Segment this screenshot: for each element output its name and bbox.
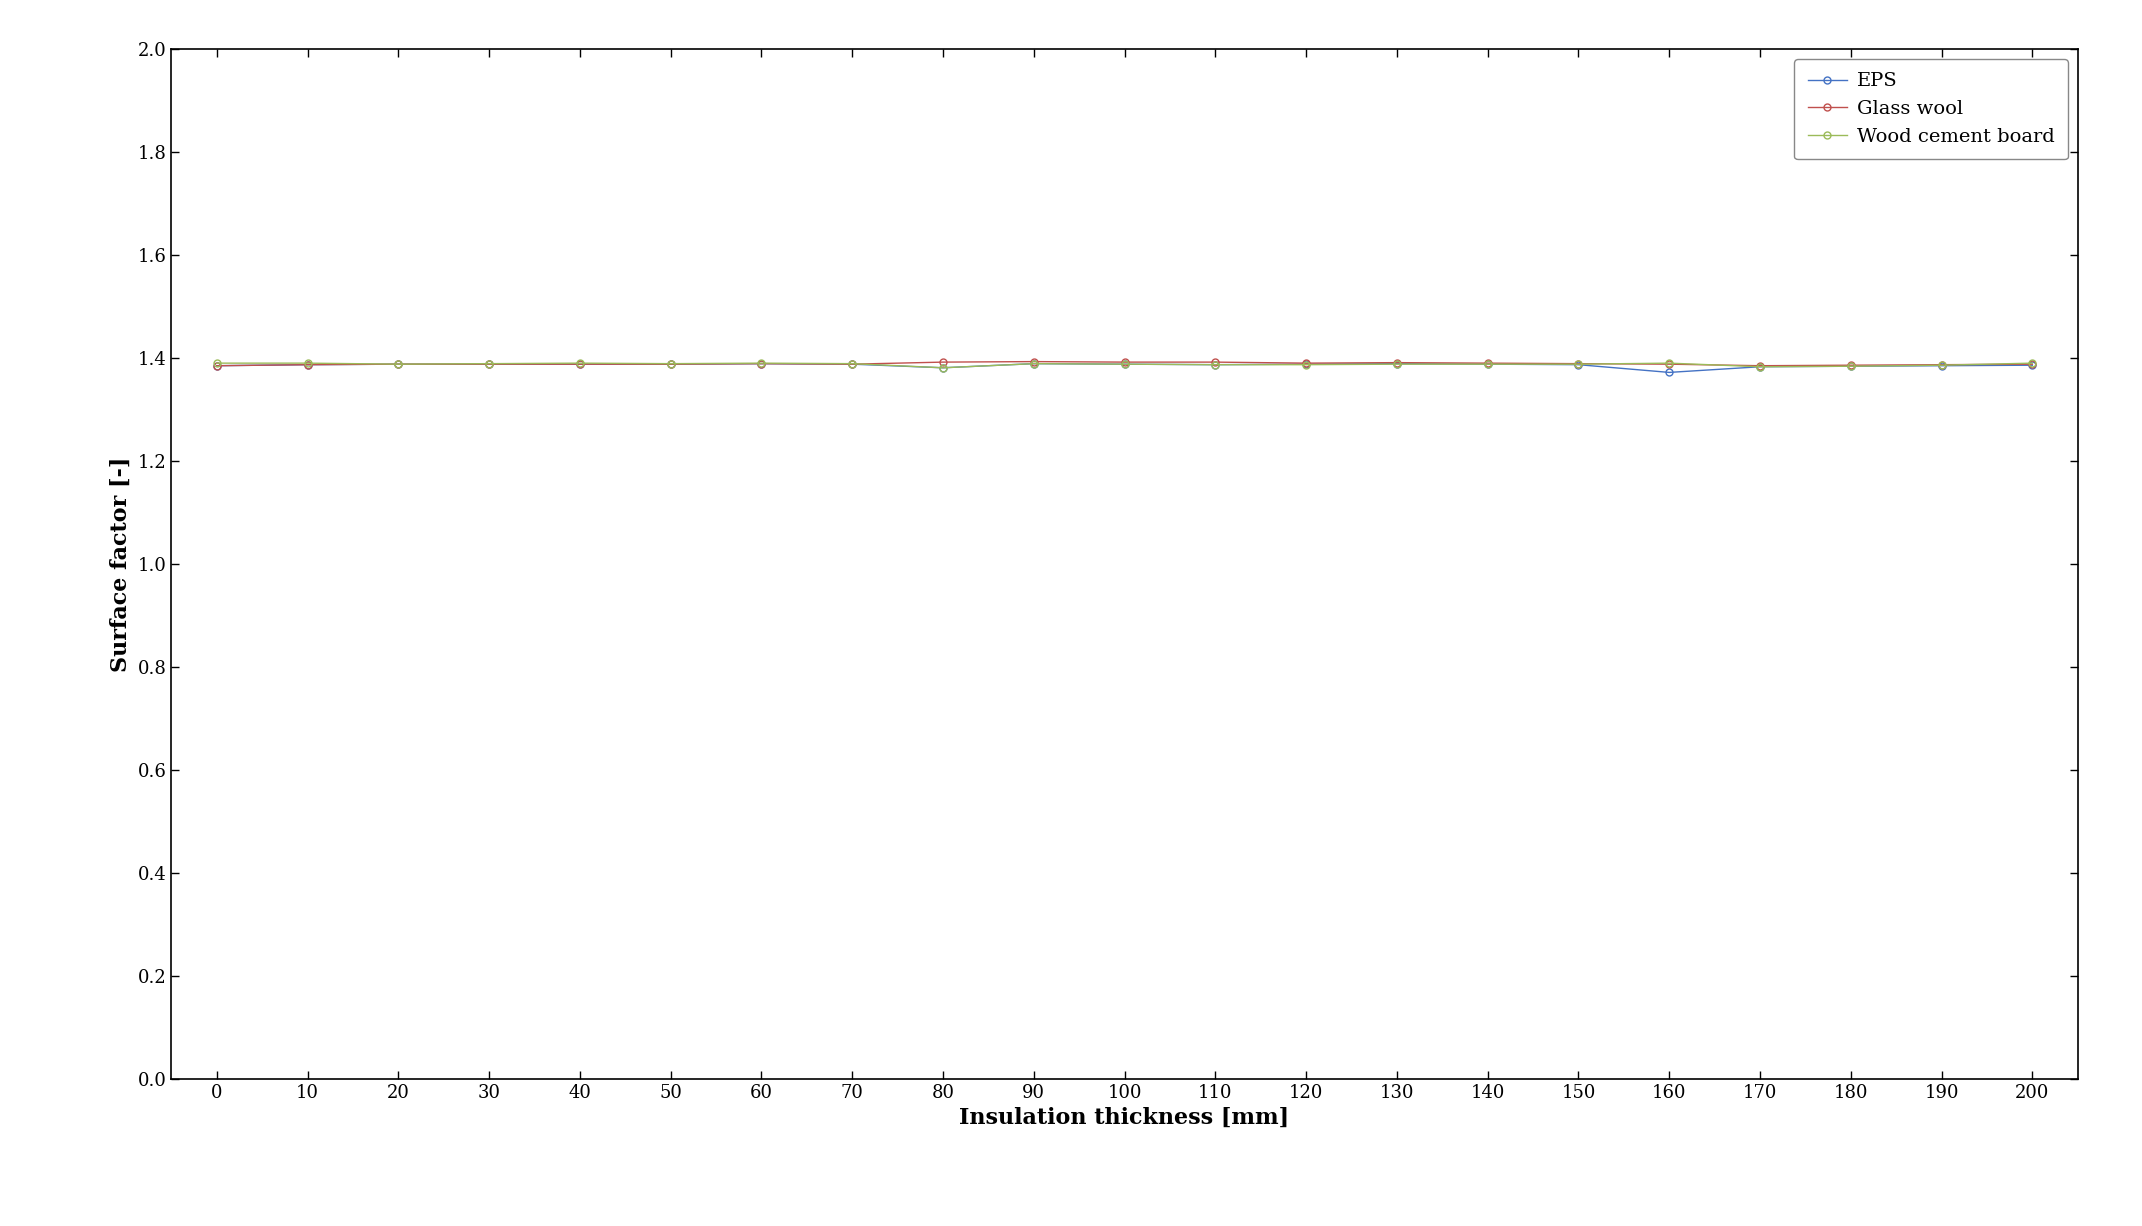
Glass wool	[1838, 358, 1864, 373]
Wood cement board	[1566, 357, 1592, 371]
Y-axis label: Surface factor [-]: Surface factor [-]	[109, 456, 133, 672]
Glass wool	[1202, 354, 1227, 369]
Wood cement board	[1022, 357, 1047, 371]
Glass wool	[1928, 357, 1954, 371]
Wood cement board	[568, 356, 593, 370]
Line: Wood cement board: Wood cement board	[214, 359, 2035, 371]
Wood cement board	[1656, 356, 1681, 370]
Wood cement board	[2020, 356, 2046, 370]
EPS	[1928, 358, 1954, 373]
EPS	[1294, 357, 1319, 371]
Wood cement board	[1112, 357, 1137, 371]
EPS	[1748, 359, 1774, 374]
EPS	[1838, 359, 1864, 374]
EPS	[840, 357, 865, 371]
Glass wool	[1656, 357, 1681, 371]
Glass wool	[748, 357, 773, 371]
X-axis label: Insulation thickness [mm]: Insulation thickness [mm]	[960, 1107, 1289, 1129]
Glass wool	[930, 354, 955, 369]
Glass wool	[1022, 354, 1047, 369]
Glass wool	[658, 357, 683, 371]
EPS	[1022, 357, 1047, 371]
Wood cement board	[1928, 358, 1954, 373]
EPS	[658, 357, 683, 371]
Legend: EPS, Glass wool, Wood cement board: EPS, Glass wool, Wood cement board	[1795, 59, 2067, 159]
Wood cement board	[476, 357, 501, 371]
EPS	[1566, 357, 1592, 371]
Wood cement board	[1294, 357, 1319, 371]
EPS	[386, 357, 411, 371]
EPS	[1112, 357, 1137, 371]
EPS	[930, 360, 955, 375]
Wood cement board	[296, 356, 321, 370]
Glass wool	[1112, 354, 1137, 369]
Wood cement board	[840, 357, 865, 371]
Wood cement board	[1202, 357, 1227, 371]
Glass wool	[1748, 358, 1774, 373]
EPS	[1656, 365, 1681, 380]
Wood cement board	[1384, 357, 1409, 371]
Wood cement board	[386, 357, 411, 371]
Glass wool	[1476, 356, 1502, 370]
EPS	[476, 357, 501, 371]
Glass wool	[840, 357, 865, 371]
Wood cement board	[748, 356, 773, 370]
EPS	[748, 357, 773, 371]
Glass wool	[476, 357, 501, 371]
Line: EPS: EPS	[214, 360, 2035, 376]
EPS	[203, 358, 229, 373]
Glass wool	[2020, 357, 2046, 371]
EPS	[296, 357, 321, 371]
Glass wool	[296, 357, 321, 371]
Glass wool	[203, 358, 229, 373]
EPS	[568, 357, 593, 371]
EPS	[1202, 357, 1227, 371]
Glass wool	[1566, 357, 1592, 371]
Glass wool	[1384, 356, 1409, 370]
Wood cement board	[930, 360, 955, 375]
Glass wool	[568, 357, 593, 371]
Wood cement board	[1838, 359, 1864, 374]
EPS	[1476, 357, 1502, 371]
Wood cement board	[1748, 359, 1774, 374]
Line: Glass wool: Glass wool	[214, 358, 2035, 369]
Glass wool	[1294, 356, 1319, 370]
Wood cement board	[203, 356, 229, 370]
Wood cement board	[658, 357, 683, 371]
EPS	[1384, 357, 1409, 371]
Wood cement board	[1476, 357, 1502, 371]
EPS	[2020, 358, 2046, 373]
Glass wool	[386, 357, 411, 371]
